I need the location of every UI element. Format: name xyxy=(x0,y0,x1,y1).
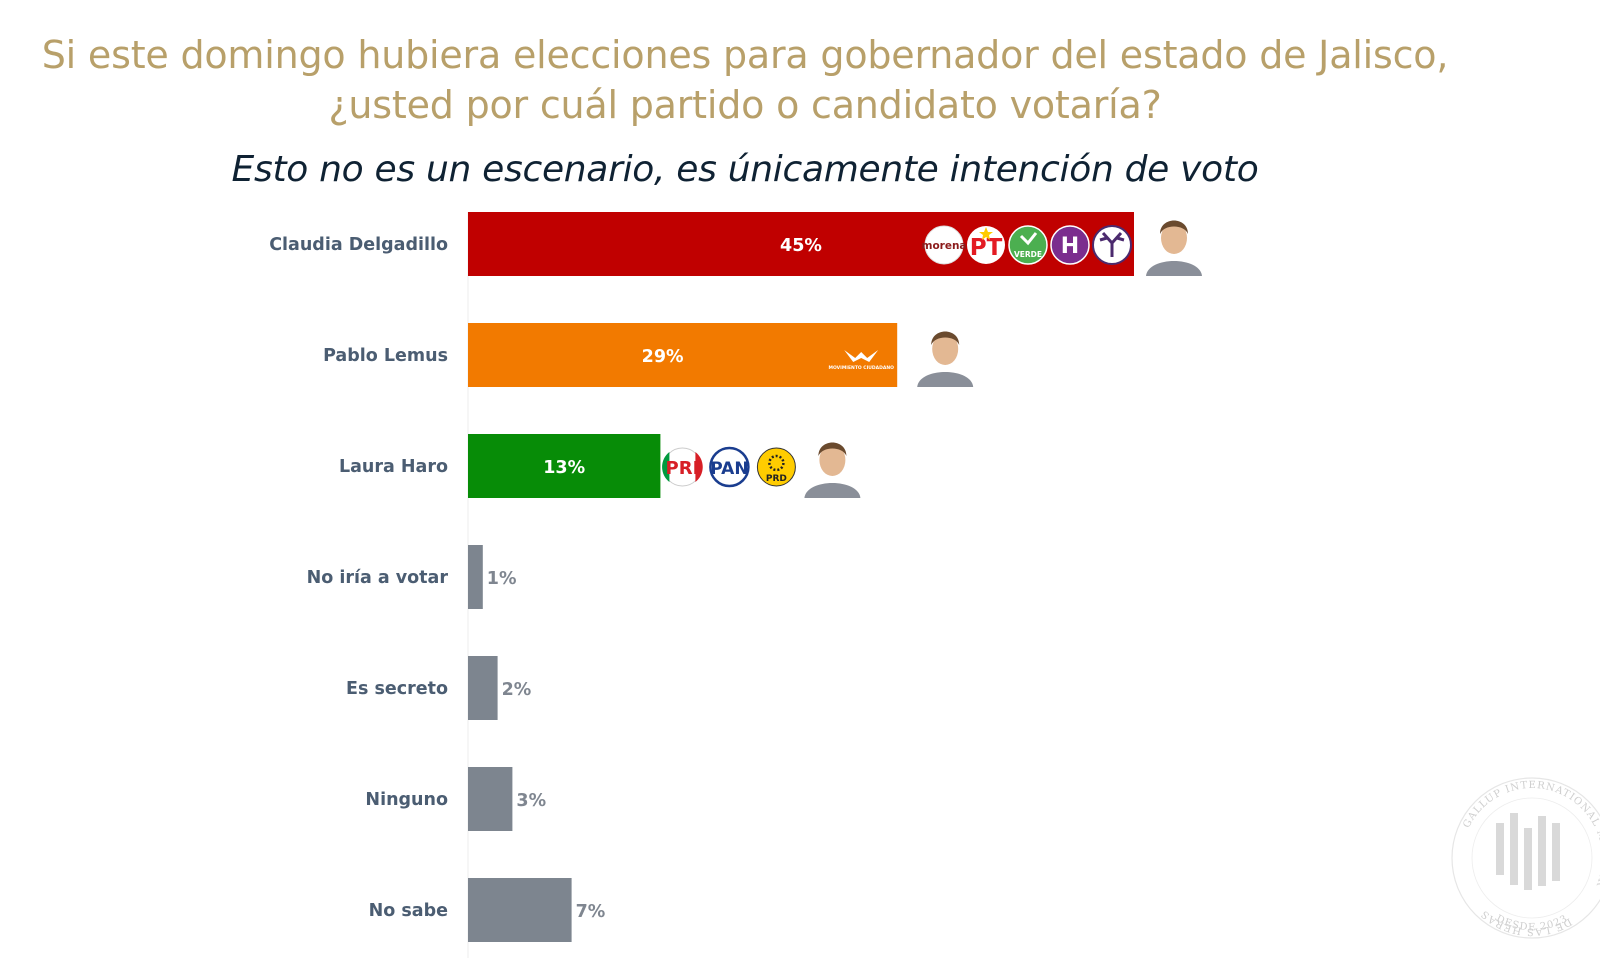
mc-logo-text: MOVIMIENTO CIUDADANO xyxy=(828,365,894,371)
candidate-photo-body xyxy=(804,483,861,498)
pri-logo: PRI xyxy=(662,447,703,487)
pri-green-band xyxy=(662,452,670,482)
bar-row: Claudia Delgadillo 45% morena PT VERDE H xyxy=(269,212,1206,276)
bar xyxy=(468,434,661,498)
value-label: 1% xyxy=(487,569,517,589)
category-label: Es secreto xyxy=(346,679,448,699)
value-label: 3% xyxy=(516,791,546,811)
prd-logo: PRD xyxy=(756,447,796,487)
candidate-photo-hair xyxy=(1160,220,1188,234)
verde-logo-text: VERDE xyxy=(1014,250,1042,259)
verde-check-icon xyxy=(1019,232,1038,246)
candidate-photo-body xyxy=(1146,261,1202,276)
bar-row: Laura Haro 13% PRI PAN PRD xyxy=(339,434,865,498)
hagamos-logo-text: H xyxy=(1061,234,1079,259)
futuro-logo xyxy=(1092,225,1132,265)
mc-eagle-icon xyxy=(844,350,879,362)
morena-logo-circle xyxy=(924,225,964,265)
bar xyxy=(468,767,513,831)
candidate-photo-face xyxy=(1161,222,1187,254)
candidate-photo-icon xyxy=(1142,212,1206,276)
pan-logo-text: PAN xyxy=(710,459,748,479)
category-label: Pablo Lemus xyxy=(323,346,448,366)
value-label: 29% xyxy=(642,347,684,367)
title-line-1: Si este domingo hubiera elecciones para … xyxy=(41,33,1449,77)
pt-logo-text: PT xyxy=(970,235,1003,261)
value-label: 13% xyxy=(543,458,585,478)
pt-star-icon xyxy=(979,227,993,240)
title-line-2: ¿usted por cuál partido o candidato vota… xyxy=(328,83,1162,127)
candidate-photo-face xyxy=(932,333,959,365)
bar xyxy=(468,878,572,942)
prd-logo-text: PRD xyxy=(766,474,787,484)
pri-red-band xyxy=(695,452,703,482)
candidate-photo-icon xyxy=(800,434,865,498)
chart-title: Si este domingo hubiera elecciones para … xyxy=(0,30,1490,130)
bar xyxy=(468,323,898,387)
candidate-photo-body xyxy=(917,372,974,387)
bars-group: Claudia Delgadillo 45% morena PT VERDE H Pablo… xyxy=(269,212,1206,942)
chart-subtitle: Esto no es un escenario, es únicamente i… xyxy=(231,149,1259,190)
watermark-monogram xyxy=(1496,813,1560,890)
bar xyxy=(468,545,483,609)
morena-logo: morena xyxy=(921,225,967,265)
category-label: Claudia Delgadillo xyxy=(269,235,448,255)
candidate-photo-hair xyxy=(818,442,847,456)
candidate-photo-icon xyxy=(913,323,978,387)
pt-logo: PT xyxy=(967,226,1005,264)
candidate-photo-hair xyxy=(931,331,960,345)
futuro-tree-icon xyxy=(1099,231,1125,257)
de-las-heras-seal-icon: GALLUP INTERNATIONAL MEMBER DE LAS HERAS… xyxy=(1451,754,1600,958)
category-label: No iría a votar xyxy=(307,568,449,588)
bar-row: No sabe 7% xyxy=(369,878,606,942)
verde-logo: VERDE xyxy=(1008,225,1048,265)
bar-row: Ninguno 3% xyxy=(365,767,546,831)
category-label: Ninguno xyxy=(365,790,448,810)
category-label: Laura Haro xyxy=(339,457,448,477)
candidate-photo-face xyxy=(819,444,846,476)
pan-logo: PAN xyxy=(709,446,750,488)
bar-row: No iría a votar 1% xyxy=(307,545,517,609)
hagamos-logo-circle xyxy=(1050,225,1090,265)
value-label: 45% xyxy=(780,236,822,256)
category-label: No sabe xyxy=(369,901,449,921)
bar xyxy=(468,656,498,720)
prd-logo-circle xyxy=(756,447,796,487)
pt-logo-circle xyxy=(967,226,1005,264)
pan-logo-circle xyxy=(709,446,750,488)
pri-logo-text: PRI xyxy=(666,458,700,479)
value-label: 2% xyxy=(502,680,532,700)
movimiento-ciudadano-logo: MOVIMIENTO CIUDADANO xyxy=(828,350,894,371)
value-label: 7% xyxy=(576,902,606,922)
hagamos-logo: H xyxy=(1050,225,1090,265)
bar-row: Es secreto 2% xyxy=(346,656,531,720)
morena-logo-text: morena xyxy=(921,240,966,252)
prd-sun-icon xyxy=(768,454,785,472)
bar-row: Pablo Lemus 29% MOVIMIENTO CIUDADANO xyxy=(323,323,978,387)
